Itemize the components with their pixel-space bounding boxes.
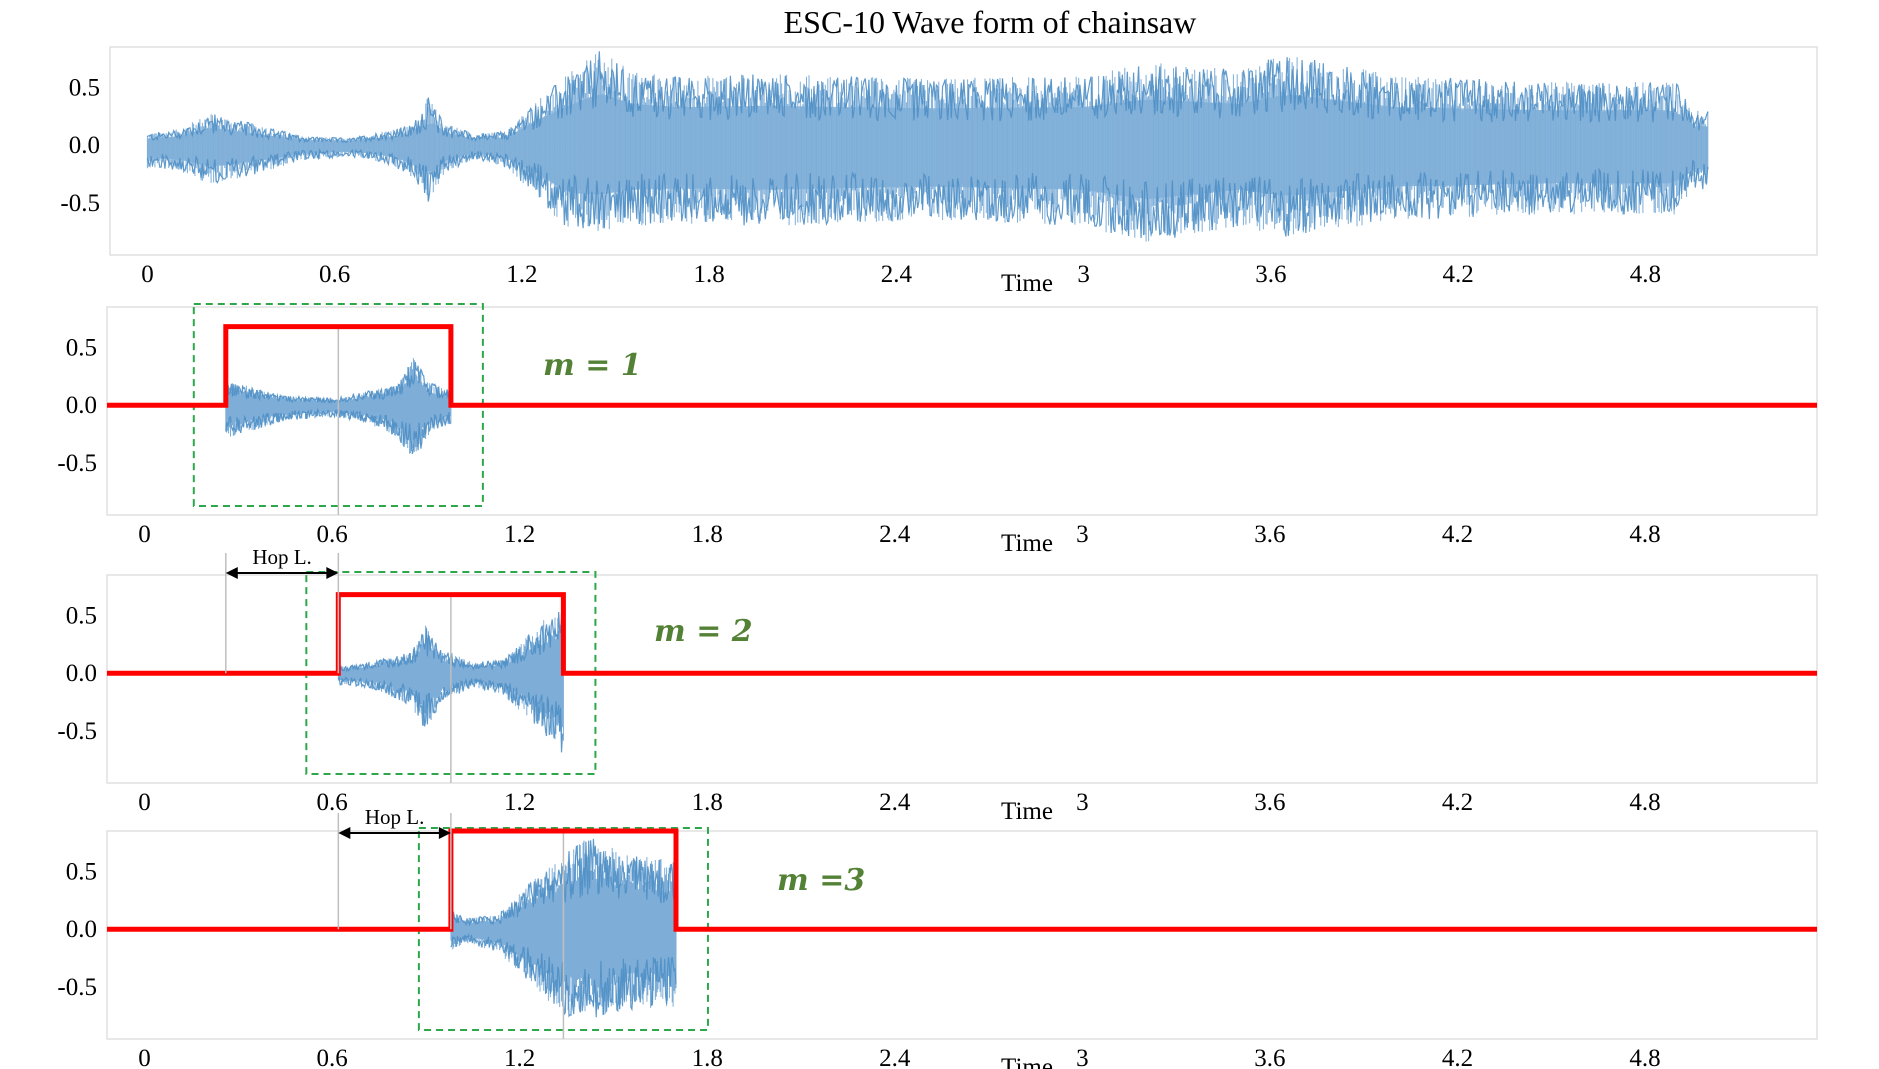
hop-arrow-head-right <box>326 567 339 579</box>
x-tick-label: 3 <box>1077 261 1090 288</box>
hop-length-label: Hop L. <box>252 545 312 569</box>
x-tick-label: 1.8 <box>694 261 725 288</box>
x-tick-label: 0.6 <box>319 261 350 288</box>
x-axis-label: Time <box>1001 798 1053 825</box>
waveform-lower <box>146 148 1709 239</box>
y-tick-label: 0.0 <box>69 132 100 159</box>
x-tick-label: 0 <box>141 261 154 288</box>
hop-length-label: Hop L. <box>365 805 425 829</box>
x-tick-label: 3 <box>1076 789 1089 816</box>
x-tick-label: 4.8 <box>1629 789 1660 816</box>
y-tick-label: -0.5 <box>57 450 97 477</box>
x-tick-label: 0.6 <box>316 1045 347 1069</box>
y-tick-label: 0.0 <box>66 916 97 943</box>
y-tick-label: -0.5 <box>57 718 97 745</box>
y-tick-label: -0.5 <box>60 190 100 217</box>
hop-arrow-head-left <box>225 567 238 579</box>
x-tick-label: 4.8 <box>1629 521 1660 548</box>
x-tick-label: 4.2 <box>1442 261 1473 288</box>
frame-index-label: m = 1 <box>543 348 642 383</box>
x-tick-label: 1.2 <box>504 521 535 548</box>
x-tick-label: 0 <box>138 1045 151 1069</box>
window-function <box>107 828 1817 932</box>
waveform-spikes <box>225 358 452 454</box>
y-tick-label: -0.5 <box>57 974 97 1001</box>
x-tick-label: 0.6 <box>316 789 347 816</box>
x-tick-label: 2.4 <box>879 789 911 816</box>
x-tick-label: 3.6 <box>1254 789 1285 816</box>
y-tick-label: 0.5 <box>66 602 97 629</box>
x-tick-label: 4.2 <box>1442 521 1473 548</box>
frame-index-label: m =3 <box>777 863 865 898</box>
x-tick-label: 1.8 <box>692 789 723 816</box>
x-tick-label: 2.4 <box>879 521 911 548</box>
x-tick-label: 3.6 <box>1254 521 1285 548</box>
y-tick-label: 0.5 <box>66 334 97 361</box>
x-tick-label: 1.2 <box>504 1045 535 1069</box>
x-tick-label: 2.4 <box>881 261 913 288</box>
hop-arrow-head-left <box>338 827 351 839</box>
x-tick-label: 1.8 <box>692 1045 723 1069</box>
waveform-upper <box>147 51 1709 144</box>
x-tick-label: 1.2 <box>506 261 537 288</box>
y-tick-label: 0.5 <box>69 74 100 101</box>
hop-arrow-head-right <box>438 827 451 839</box>
x-tick-label: 0.6 <box>316 521 347 548</box>
chart-title: ESC-10 Wave form of chainsaw <box>784 4 1197 40</box>
x-tick-label: 0 <box>138 789 151 816</box>
window-function <box>107 592 1817 676</box>
x-axis-label: Time <box>1001 270 1053 297</box>
x-tick-label: 4.8 <box>1629 1045 1660 1069</box>
x-axis-label: Time <box>1001 1054 1053 1069</box>
panel-frame-1: 0 0.6 1.2 1.8 2.4 3 3.6 4.2 4.8 0.5 0.0 -0.5 Time m =… <box>57 303 1818 557</box>
x-tick-label: 0 <box>138 521 151 548</box>
panel-frame-2: 0 0.6 1.2 1.8 2.4 3 3.6 4.2 4.8 0.5 0.0 -0.5 Time m =… <box>57 545 1818 825</box>
panel-frame-3: 0 0.6 1.2 1.8 2.4 3 3.6 4.2 4.8 0.5 0.0 -0.5 Time m =… <box>57 805 1818 1069</box>
window-function <box>107 324 1817 408</box>
x-tick-label: 4.2 <box>1442 1045 1473 1069</box>
plot-frame <box>106 830 1818 1040</box>
x-tick-label: 1.8 <box>692 521 723 548</box>
x-tick-label: 3 <box>1076 521 1089 548</box>
frame-index-label: m = 2 <box>654 614 753 649</box>
y-tick-label: 0.0 <box>66 660 97 687</box>
x-axis-label: Time <box>1001 530 1053 557</box>
x-tick-label: 4.8 <box>1630 261 1661 288</box>
panel-full-waveform: 0 0.6 1.2 1.8 2.4 3 3.6 4.2 4.8 0.5 0.0 -0.5 Time <box>60 46 1818 297</box>
x-tick-label: 3 <box>1076 1045 1089 1069</box>
x-tick-label: 2.4 <box>879 1045 911 1069</box>
x-tick-label: 4.2 <box>1442 789 1473 816</box>
waveform-spikes <box>146 54 1709 242</box>
x-tick-label: 3.6 <box>1254 1045 1285 1069</box>
y-tick-label: 0.0 <box>66 392 97 419</box>
y-tick-label: 0.5 <box>66 858 97 885</box>
x-tick-label: 1.2 <box>504 789 535 816</box>
x-tick-label: 3.6 <box>1255 261 1286 288</box>
